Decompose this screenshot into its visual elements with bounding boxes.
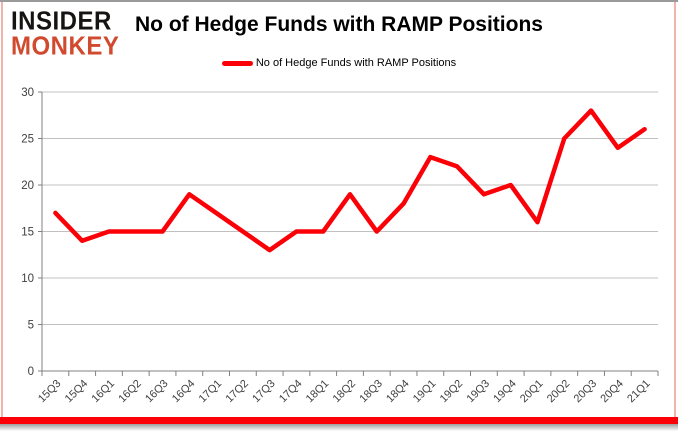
x-tick-label: 16Q1 (90, 378, 118, 406)
y-tick-label: 15 (21, 227, 34, 239)
frame-left-border (1, 2, 3, 417)
x-tick-label: 19Q2 (438, 378, 466, 406)
x-tick-label: 17Q3 (250, 378, 278, 406)
x-tick-label: 18Q2 (331, 378, 359, 406)
x-tick-label: 18Q4 (384, 378, 412, 406)
frame-top-border (0, 0, 678, 2)
x-tick-label: 18Q3 (357, 378, 385, 406)
x-tick-label: 20Q3 (572, 378, 600, 406)
x-tick-label: 15Q4 (63, 378, 91, 406)
logo-monkey-text: MONKEY (11, 31, 120, 61)
x-tick-label: 16Q2 (116, 378, 144, 406)
y-tick-label: 10 (21, 273, 34, 285)
x-tick-label: 17Q4 (277, 378, 305, 406)
logo-insider-text: INSIDER (11, 6, 112, 36)
legend-line-swatch (221, 60, 253, 66)
y-tick-label: 20 (21, 180, 34, 192)
x-tick-label: 20Q1 (518, 378, 546, 406)
x-tick-label: 16Q4 (170, 378, 198, 406)
chart-title: No of Hedge Funds with RAMP Positions (135, 13, 543, 36)
x-tick-label: 20Q4 (598, 378, 626, 406)
x-tick-label: 19Q3 (465, 378, 493, 406)
x-tick-label: 16Q3 (143, 378, 171, 406)
x-tick-label: 15Q3 (36, 378, 64, 406)
y-tick-label: 30 (21, 87, 34, 99)
x-tick-label: 17Q1 (197, 378, 225, 406)
frame-bottom-accent-bar (0, 417, 678, 424)
x-tick-label: 20Q2 (545, 378, 573, 406)
x-tick-label: 18Q1 (304, 378, 332, 406)
insider-monkey-logo: INSIDER MONKEY (11, 6, 120, 61)
y-tick-label: 5 (28, 320, 34, 332)
frame-right-border (674, 2, 676, 417)
series-line (53, 108, 647, 253)
x-tick-label: 19Q4 (491, 378, 519, 406)
legend-label: No of Hedge Funds with RAMP Positions (255, 57, 457, 69)
frame-bottom-shadow (0, 424, 678, 431)
y-tick-label: 25 (21, 134, 34, 146)
y-tick-label: 0 (28, 366, 34, 378)
legend: No of Hedge Funds with RAMP Positions (0, 57, 678, 69)
x-tick-label: 17Q2 (223, 378, 251, 406)
x-tick-label: 19Q1 (411, 378, 439, 406)
x-tick-label: 21Q1 (625, 378, 653, 406)
